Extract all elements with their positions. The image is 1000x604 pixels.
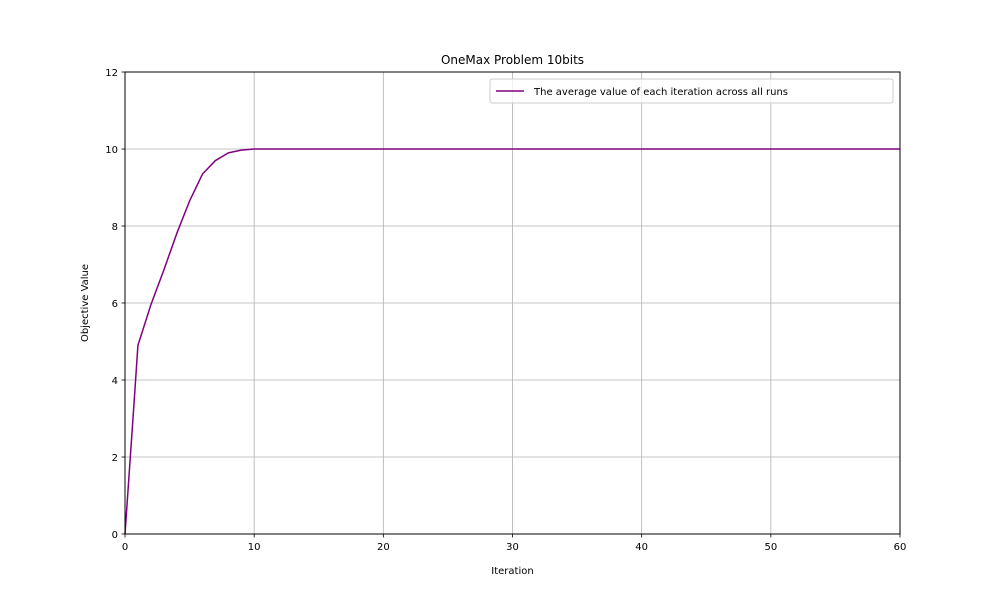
x-tick-label: 20: [377, 542, 390, 553]
y-tick-label: 4: [112, 376, 118, 387]
chart-title: OneMax Problem 10bits: [441, 53, 584, 67]
x-tick-label: 30: [506, 542, 519, 553]
y-tick-label: 10: [105, 145, 118, 156]
x-axis-label: Iteration: [491, 566, 533, 577]
x-tick-label: 60: [894, 542, 907, 553]
y-tick-label: 6: [112, 299, 118, 310]
legend: The average value of each iteration acro…: [489, 78, 894, 104]
x-tick-label: 50: [764, 542, 777, 553]
x-tick-label: 10: [248, 542, 261, 553]
legend-box: [489, 78, 894, 104]
series-layer: [124, 148, 900, 535]
series-line: [124, 148, 900, 535]
y-tick-label: 2: [112, 453, 118, 464]
legend-label: The average value of each iteration acro…: [533, 87, 788, 98]
x-tick-label: 40: [635, 542, 648, 553]
y-axis-label: Objective Value: [80, 264, 91, 342]
tick-layer: 0 10 20 30 40 50 60 0 2 4 6 8 10 12: [105, 68, 906, 553]
y-tick-label: 12: [105, 68, 118, 79]
x-tick-label: 0: [122, 542, 128, 553]
y-tick-label: 8: [112, 222, 118, 233]
y-tick-label: 0: [112, 530, 118, 541]
